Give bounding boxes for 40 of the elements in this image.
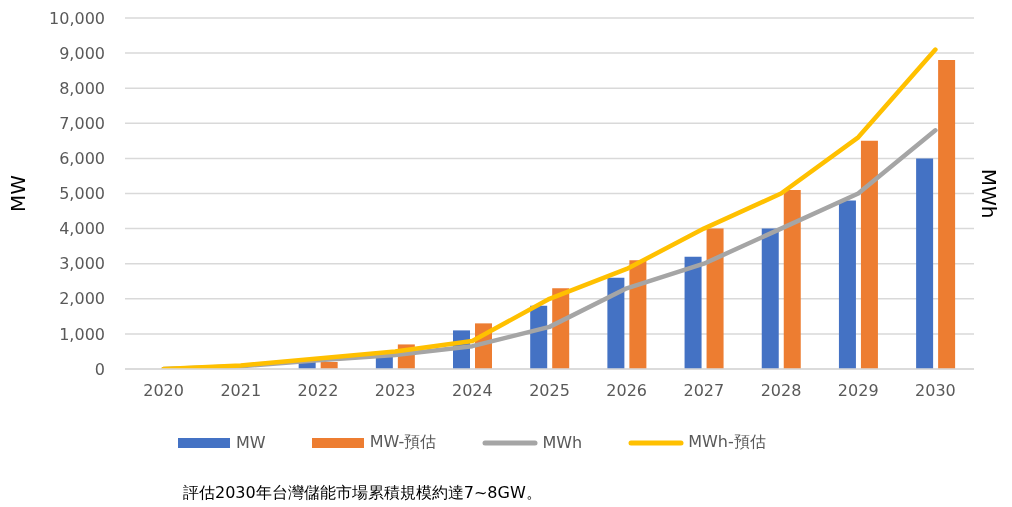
- legend-label: MW-預估: [369, 432, 437, 453]
- bar: [916, 158, 934, 369]
- bar: [761, 228, 779, 369]
- x-tick-label: 2025: [529, 381, 570, 401]
- y-tick-label: 7,000: [59, 113, 105, 133]
- legend-label: MWh: [542, 433, 583, 452]
- y-tick-label: 8,000: [59, 78, 105, 98]
- bar: [629, 260, 647, 369]
- bar: [706, 228, 724, 369]
- x-tick-label: 2027: [683, 381, 725, 401]
- bar: [684, 256, 702, 369]
- y-tick-label: 4,000: [59, 219, 105, 239]
- legend-label: MWh-預估: [688, 432, 766, 453]
- y-tick-label: 2,000: [59, 289, 105, 309]
- line-series: [161, 47, 938, 369]
- x-tick-label: 2023: [374, 381, 416, 401]
- x-tick-label: 2029: [837, 381, 879, 401]
- x-tick-label: 2020: [143, 381, 184, 401]
- bar: [860, 140, 878, 369]
- x-tick-label: 2028: [760, 381, 802, 401]
- x-tick-label: 2024: [451, 381, 493, 401]
- y-tick-label: 5,000: [59, 184, 105, 204]
- y2-axis-title: MWh: [976, 168, 1001, 219]
- bar: [607, 277, 625, 369]
- y-tick-label: 6,000: [59, 149, 105, 169]
- x-tick-label: 2021: [220, 381, 262, 401]
- y-tick-label: 10,000: [49, 8, 105, 28]
- bar: [938, 60, 956, 369]
- y-tick-label: 0: [94, 359, 105, 379]
- x-tick-label: 2026: [606, 381, 648, 401]
- y-axis-title: MW: [6, 174, 31, 213]
- bar: [838, 200, 856, 369]
- x-tick-label: 2030: [915, 381, 956, 401]
- y-tick-label: 3,000: [59, 254, 105, 274]
- bar: [783, 189, 801, 369]
- text: 評估2030年台灣儲能市場累積規模約達7~8GW。: [183, 483, 543, 504]
- y-tick-label: 1,000: [59, 324, 105, 344]
- x-tick-label: 2022: [297, 381, 339, 401]
- legend-label: MW: [236, 433, 266, 452]
- y-tick-label: 9,000: [59, 43, 105, 63]
